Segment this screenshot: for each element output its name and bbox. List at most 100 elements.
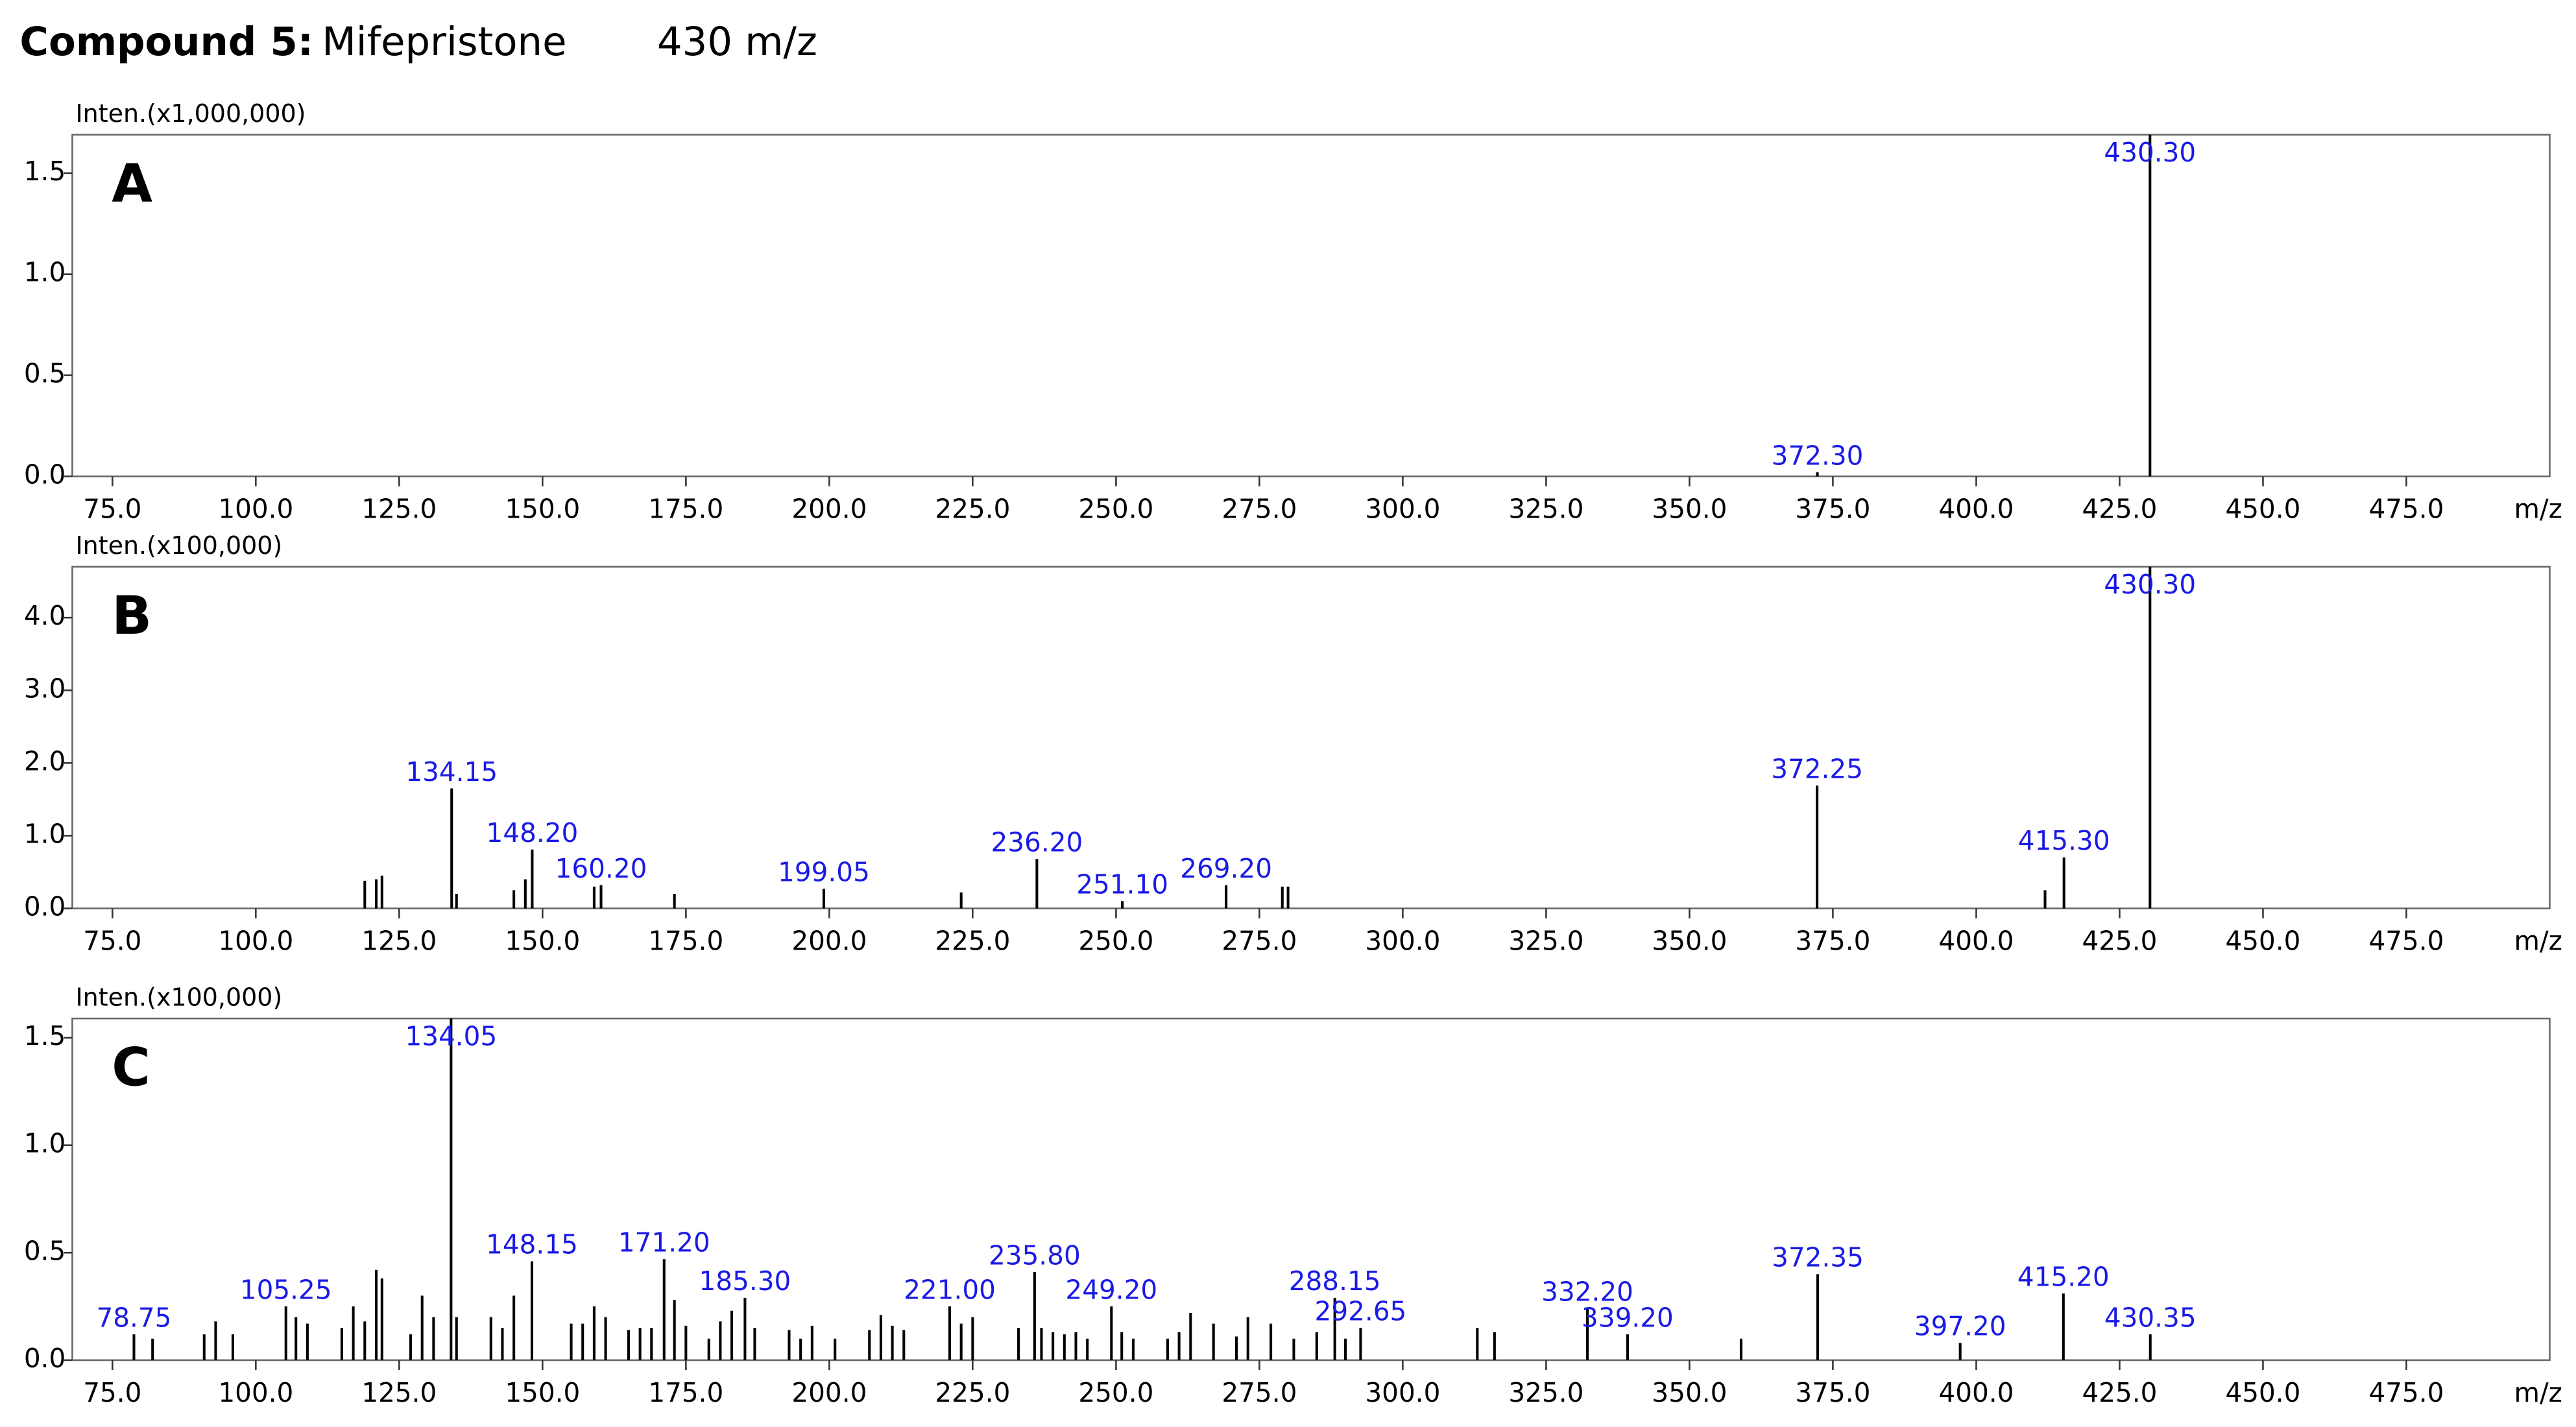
- plot-frame: [71, 1017, 2551, 1361]
- x-tick-label: 450.0: [2225, 1377, 2300, 1408]
- x-tick-label: 475.0: [2368, 1377, 2444, 1408]
- peak-label: 430.35: [2104, 1302, 2197, 1333]
- x-tick-label: 250.0: [1078, 494, 1153, 525]
- y-tick-label: 1.5: [24, 1020, 66, 1051]
- y-tick-label: 3.0: [24, 673, 66, 704]
- x-tick-label: 75.0: [83, 926, 141, 957]
- x-tick-label: 300.0: [1365, 926, 1440, 957]
- x-tick-label: 425.0: [2082, 1377, 2157, 1408]
- x-tick-label: 200.0: [791, 1377, 867, 1408]
- x-tick-label: 425.0: [2082, 926, 2157, 957]
- y-tick-label: 0.5: [24, 358, 66, 389]
- x-tick-label: 150.0: [505, 926, 580, 957]
- peak-label: 269.20: [1180, 853, 1272, 884]
- y-tick-label: 4.0: [24, 600, 66, 631]
- peak-label: 339.20: [1582, 1302, 1674, 1333]
- panel-letter: B: [112, 586, 152, 647]
- x-axis-label: m/z: [2514, 926, 2562, 957]
- title: Compound 5:: [19, 19, 313, 65]
- x-tick-label: 400.0: [1938, 494, 2014, 525]
- x-axis-label: m/z: [2514, 1377, 2562, 1408]
- peak-label: 134.15: [405, 756, 498, 787]
- x-tick-label: 300.0: [1365, 494, 1440, 525]
- y-tick-label: 1.0: [24, 257, 66, 288]
- y-tick-label: 1.0: [24, 818, 66, 849]
- x-tick-label: 250.0: [1078, 926, 1153, 957]
- x-tick-label: 250.0: [1078, 1377, 1153, 1408]
- x-tick-label: 300.0: [1365, 1377, 1440, 1408]
- peak-label: 251.10: [1076, 869, 1168, 900]
- y-axis-label: Inten.(x1,000,000): [76, 99, 306, 128]
- x-tick-label: 100.0: [218, 926, 293, 957]
- peak-label: 288.15: [1289, 1265, 1381, 1297]
- x-tick-label: 200.0: [791, 926, 867, 957]
- y-tick-label: 1.0: [24, 1128, 66, 1159]
- y-tick-label: 0.0: [24, 1343, 66, 1374]
- y-axis-label: Inten.(x100,000): [76, 531, 283, 560]
- peak-label: 148.20: [487, 817, 579, 848]
- y-tick-label: 0.0: [24, 459, 66, 490]
- y-tick-label: 0.5: [24, 1235, 66, 1266]
- y-tick-label: 0.0: [24, 891, 66, 922]
- x-tick-label: 400.0: [1938, 926, 2014, 957]
- peak-label: 134.05: [405, 1021, 497, 1052]
- x-tick-label: 325.0: [1508, 494, 1583, 525]
- x-axis-label: m/z: [2514, 494, 2562, 525]
- x-tick-label: 100.0: [218, 1377, 293, 1408]
- peak-label: 185.30: [699, 1265, 791, 1297]
- peak-label: 372.25: [1771, 753, 1863, 784]
- peak-label: 105.25: [240, 1274, 332, 1305]
- peak-label: 332.20: [1541, 1277, 1633, 1308]
- x-tick-label: 175.0: [648, 494, 723, 525]
- panel-letter: A: [112, 154, 152, 215]
- x-tick-label: 275.0: [1222, 1377, 1297, 1408]
- peak-label: 249.20: [1065, 1274, 1157, 1305]
- x-tick-label: 325.0: [1508, 1377, 1583, 1408]
- peak-label: 148.15: [486, 1229, 578, 1260]
- x-tick-label: 350.0: [1652, 926, 1727, 957]
- x-tick-label: 75.0: [83, 1377, 141, 1408]
- x-tick-label: 200.0: [791, 494, 867, 525]
- peak-label: 221.00: [904, 1274, 996, 1305]
- x-tick-label: 125.0: [361, 926, 437, 957]
- plot-frame: [71, 566, 2551, 909]
- y-tick-label: 1.5: [24, 156, 66, 187]
- peak-label: 171.20: [618, 1227, 710, 1258]
- x-tick-label: 125.0: [361, 1377, 437, 1408]
- x-tick-label: 275.0: [1222, 494, 1297, 525]
- x-tick-label: 225.0: [935, 926, 1010, 957]
- x-tick-label: 375.0: [1795, 926, 1870, 957]
- peak-label: 430.30: [2104, 569, 2196, 600]
- y-tick-label: 2.0: [24, 745, 66, 776]
- peak-label: 430.30: [2104, 137, 2196, 168]
- x-tick-label: 175.0: [648, 926, 723, 957]
- peak-label: 372.35: [1772, 1242, 1864, 1273]
- peak-label: 372.30: [1772, 440, 1864, 471]
- peak-label: 415.30: [2018, 825, 2110, 856]
- plot-frame: [71, 134, 2551, 477]
- target-mz: 430 m/z: [657, 19, 817, 65]
- panel-letter: C: [112, 1038, 150, 1099]
- x-tick-label: 475.0: [2368, 494, 2444, 525]
- x-tick-label: 125.0: [361, 494, 437, 525]
- x-tick-label: 425.0: [2082, 494, 2157, 525]
- x-tick-label: 100.0: [218, 494, 293, 525]
- x-tick-label: 150.0: [505, 494, 580, 525]
- peak-label: 415.20: [2017, 1261, 2110, 1292]
- x-tick-label: 350.0: [1652, 494, 1727, 525]
- peak-label: 397.20: [1914, 1311, 2006, 1342]
- x-tick-label: 225.0: [935, 1377, 1010, 1408]
- peak-label: 292.65: [1315, 1295, 1407, 1326]
- peak-label: 160.20: [555, 853, 647, 884]
- x-tick-label: 375.0: [1795, 494, 1870, 525]
- x-tick-label: 275.0: [1222, 926, 1297, 957]
- peak-label: 236.20: [991, 826, 1083, 857]
- x-tick-label: 350.0: [1652, 1377, 1727, 1408]
- peak-label: 78.75: [96, 1302, 171, 1333]
- x-tick-label: 150.0: [505, 1377, 580, 1408]
- peak-label: 199.05: [778, 856, 870, 887]
- x-tick-label: 175.0: [648, 1377, 723, 1408]
- x-tick-label: 475.0: [2368, 926, 2444, 957]
